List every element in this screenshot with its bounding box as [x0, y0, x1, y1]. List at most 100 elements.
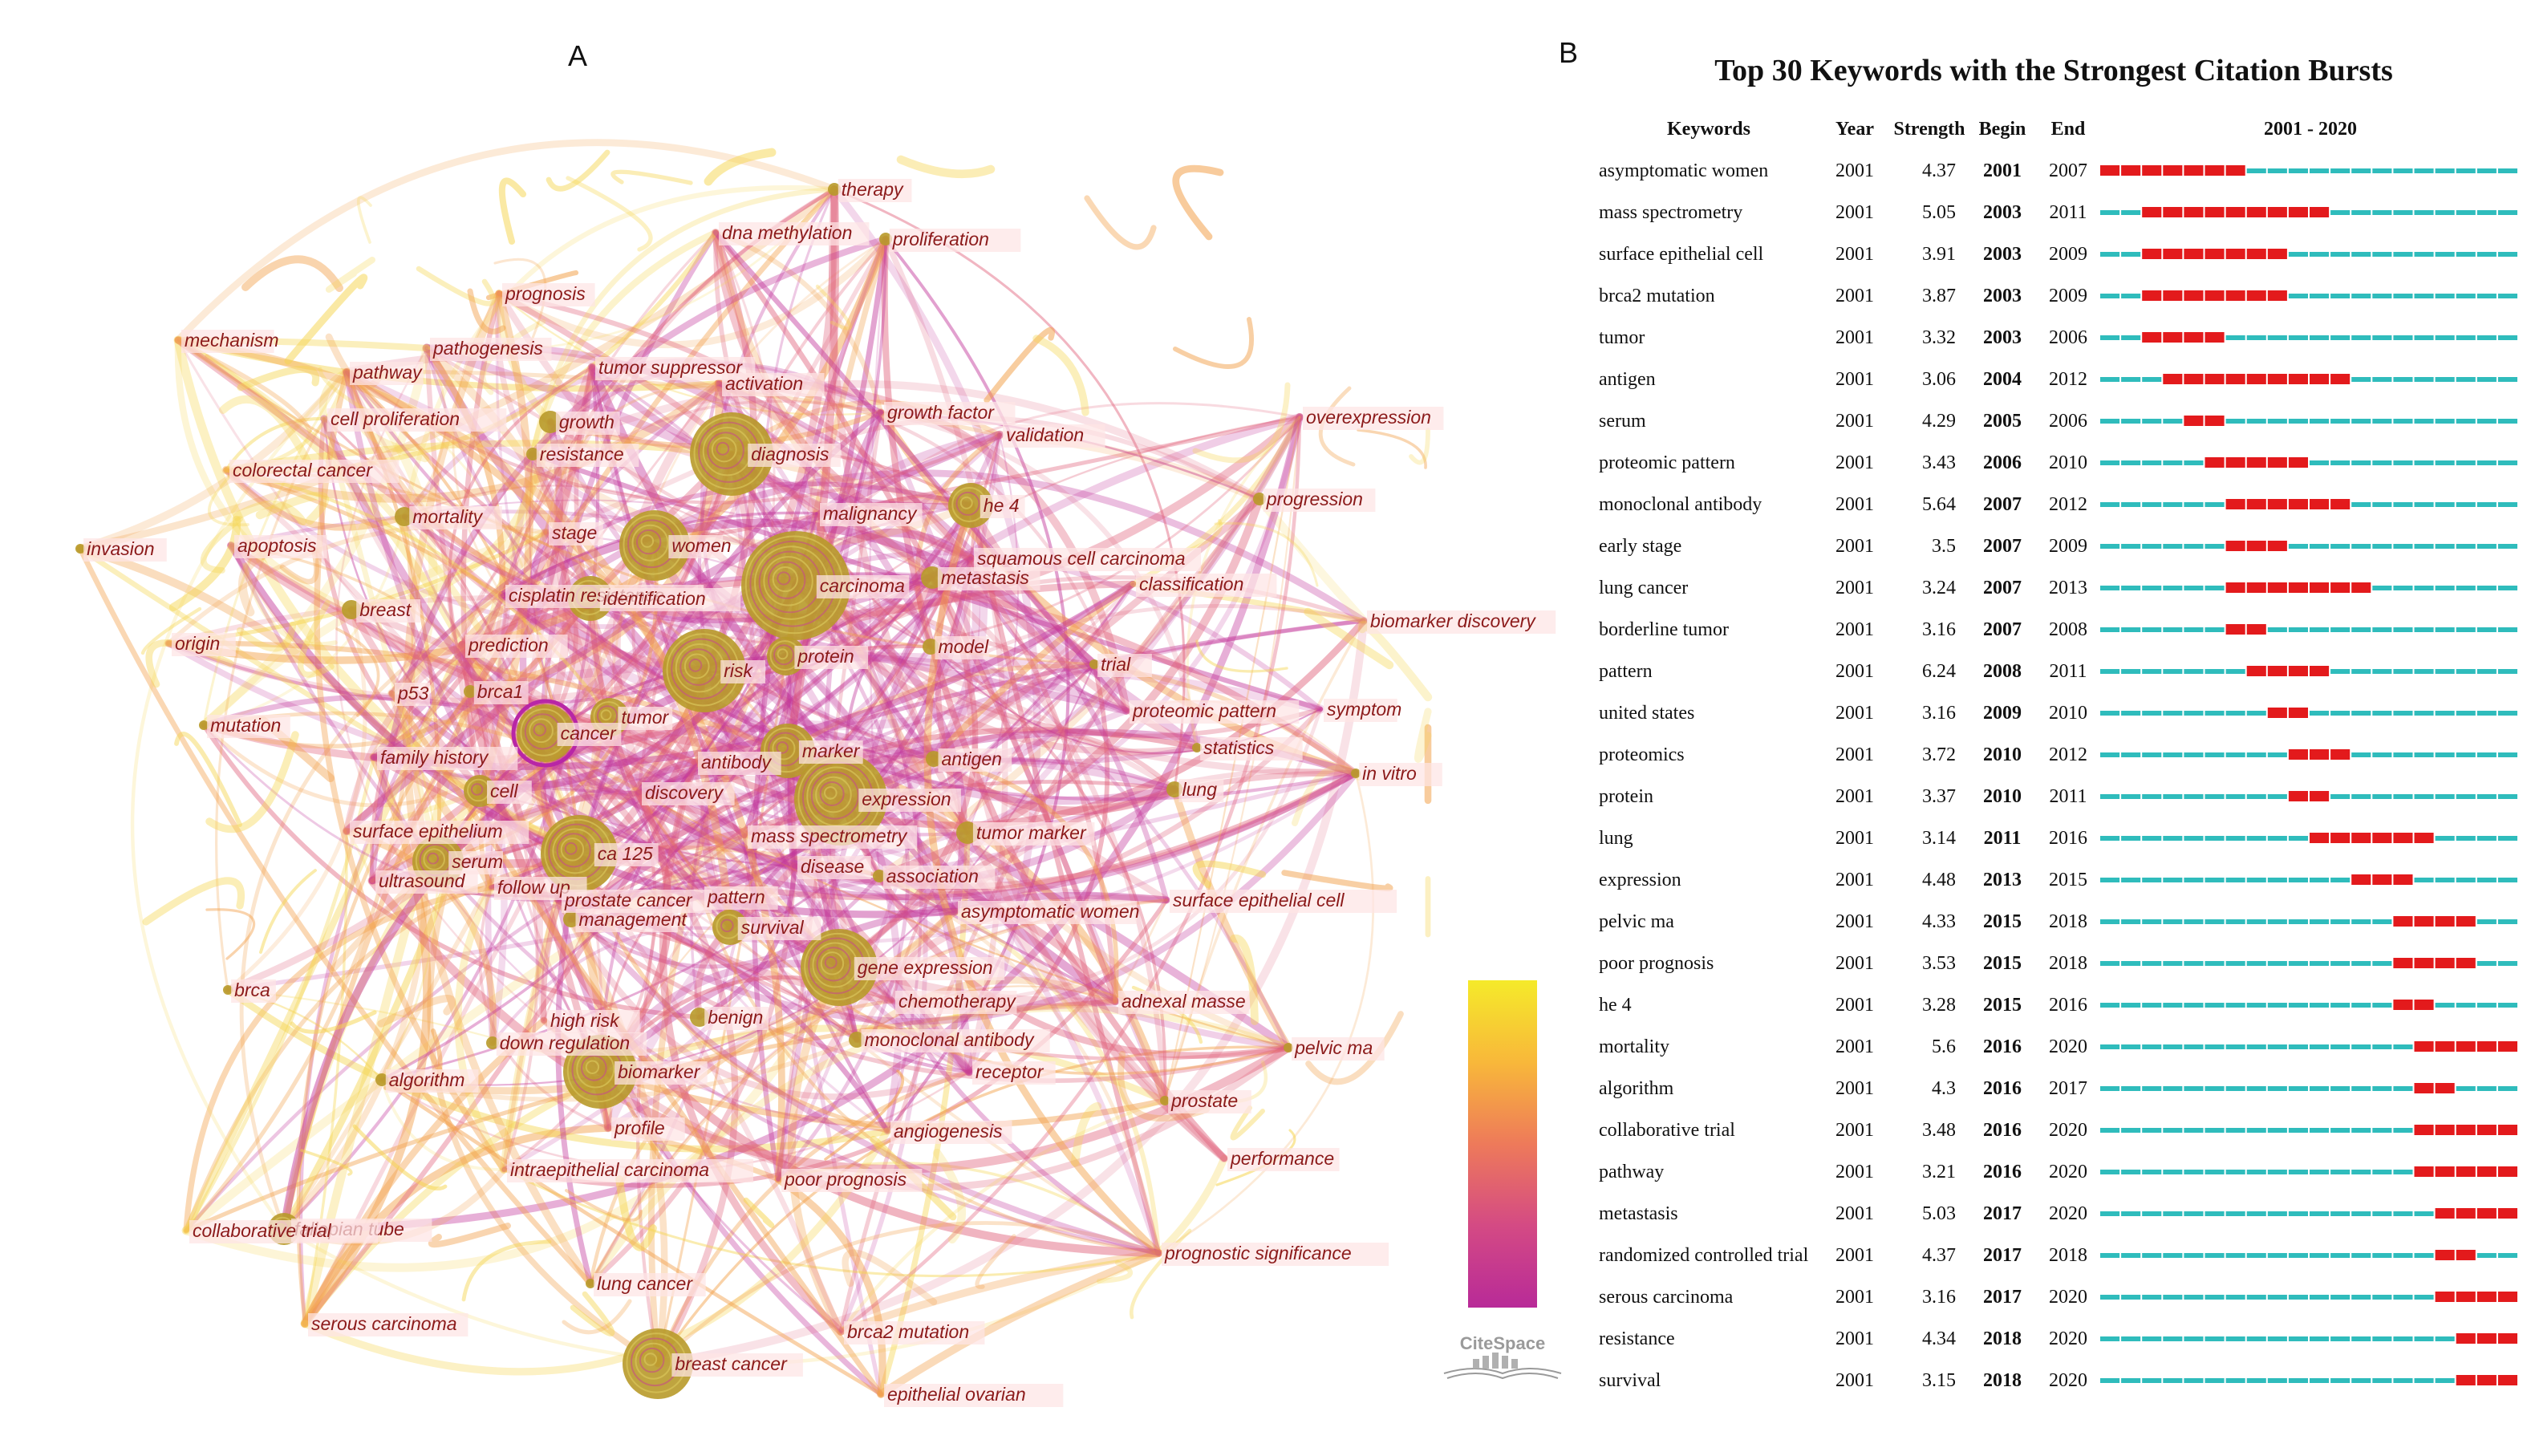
timeline-segment [2288, 1128, 2308, 1133]
burst-segment [2225, 165, 2245, 176]
network-node [663, 629, 746, 712]
network-keyword-label: prognostic significance [1162, 1243, 1389, 1266]
burst-segment [2288, 708, 2308, 718]
timeline-segment [2310, 1211, 2330, 1216]
burst-segment [2393, 1000, 2413, 1010]
burst-segment [2393, 916, 2413, 927]
burst-segment [2310, 833, 2330, 843]
network-edge [380, 663, 1096, 1086]
timeline-segment [2142, 1170, 2162, 1174]
timeline-segment [2288, 1211, 2308, 1216]
row-begin: 2004 [1983, 369, 2022, 390]
network-keyword-label: brca1 [473, 681, 529, 704]
network-keyword-label: surface epithelial cell [1170, 890, 1397, 913]
burst-segment [2456, 1041, 2476, 1052]
timeline-segment [2121, 544, 2141, 549]
timeline-segment [2414, 419, 2434, 424]
network-edge [598, 576, 934, 1073]
burst-table-title: Top 30 Keywords with the Strongest Citat… [1714, 54, 2393, 87]
network-edge [587, 363, 1120, 1006]
node-ring [470, 783, 484, 796]
label-background [748, 444, 841, 467]
timeline-segment [2267, 1211, 2287, 1216]
timeline-segment [2142, 1086, 2162, 1091]
network-edge [322, 417, 796, 868]
timeline-segment [2456, 794, 2476, 799]
network-node [828, 183, 841, 196]
keyword-text: gene expression [858, 957, 993, 978]
network-edge [791, 581, 968, 916]
timeline-segment [2100, 1378, 2120, 1383]
network-edge [284, 274, 368, 365]
timeline-segment [2456, 460, 2476, 465]
burst-segment [2163, 374, 2183, 384]
timeline-segment [2267, 961, 2287, 966]
timeline-segment [2372, 460, 2392, 465]
keyword-text: prognostic significance [1164, 1243, 1352, 1263]
network-keyword-label: algorithm [385, 1069, 479, 1093]
row-keyword: surface epithelial cell [1599, 244, 1764, 265]
label-background [748, 825, 918, 849]
keyword-text: mutation [210, 715, 281, 736]
keyword-text: surface epithelium [353, 821, 503, 842]
keyword-text: tumor [621, 707, 669, 728]
timeline-segment [2100, 210, 2120, 215]
burst-segment [2456, 1375, 2476, 1385]
network-edge [700, 895, 1160, 1255]
network-edge [224, 450, 736, 994]
network-keyword-label: expression [858, 789, 961, 812]
network-keyword-label: tumor suppressor [595, 357, 756, 380]
row-begin: 2003 [1983, 244, 2022, 265]
timeline-segment [2246, 419, 2266, 424]
keyword-text: therapy [842, 179, 904, 200]
timeline-segment [2372, 419, 2392, 424]
row-end: 2018 [2049, 911, 2087, 932]
keyword-text: carcinoma [820, 575, 905, 596]
timeline-segment [2456, 544, 2476, 549]
timeline-segment [2393, 377, 2413, 382]
timeline-segment [2163, 1044, 2183, 1049]
network-edge [454, 883, 508, 1174]
keyword-text: tumor marker [976, 822, 1087, 843]
keyword-text: biomarker discovery [1370, 610, 1536, 631]
timeline-segment [2310, 878, 2330, 882]
node-ring [556, 833, 591, 868]
row-year: 2001 [1835, 619, 1874, 640]
timeline-segment [2100, 961, 2120, 966]
node-ring [635, 529, 662, 555]
timeline-segment [2184, 627, 2204, 632]
node-ring [773, 644, 794, 666]
burst-segment [2267, 582, 2287, 593]
burst-row: collaborative trial 2001 3.48 2016 2020 [1599, 1120, 2517, 1141]
network-keyword-label: protein [794, 646, 869, 669]
row-begin: 2007 [1983, 619, 2022, 640]
timeline-segment [2142, 836, 2162, 841]
network-keyword-label: pathway [350, 362, 424, 385]
burst-segment [2497, 1166, 2517, 1177]
network-edge [380, 1078, 505, 1171]
network-edge [542, 550, 1324, 736]
network-edge [142, 877, 245, 926]
row-keyword: mortality [1599, 1036, 1669, 1057]
label-background [838, 179, 912, 202]
timeline-segment [2414, 627, 2434, 632]
row-begin: 2017 [1983, 1245, 2022, 1266]
burst-segment [2246, 457, 2266, 468]
node-ring [423, 848, 446, 870]
network-node [563, 911, 579, 927]
node-circle [828, 183, 841, 196]
timeline-segment [2497, 961, 2517, 966]
network-edge [610, 169, 693, 185]
network-keyword-label: pelvic ma [1292, 1037, 1385, 1061]
timeline-segment [2225, 1128, 2245, 1133]
keyword-text: diagnosis [751, 444, 829, 464]
row-begin: 2016 [1983, 1036, 2022, 1057]
timeline-segment [2184, 794, 2204, 799]
timeline-segment [2330, 669, 2351, 674]
network-edge [596, 891, 1170, 1076]
node-circle [619, 510, 690, 581]
network-edge [728, 450, 843, 971]
network-edge [967, 502, 1162, 1256]
network-edge [815, 284, 852, 331]
network-edge [637, 237, 887, 794]
